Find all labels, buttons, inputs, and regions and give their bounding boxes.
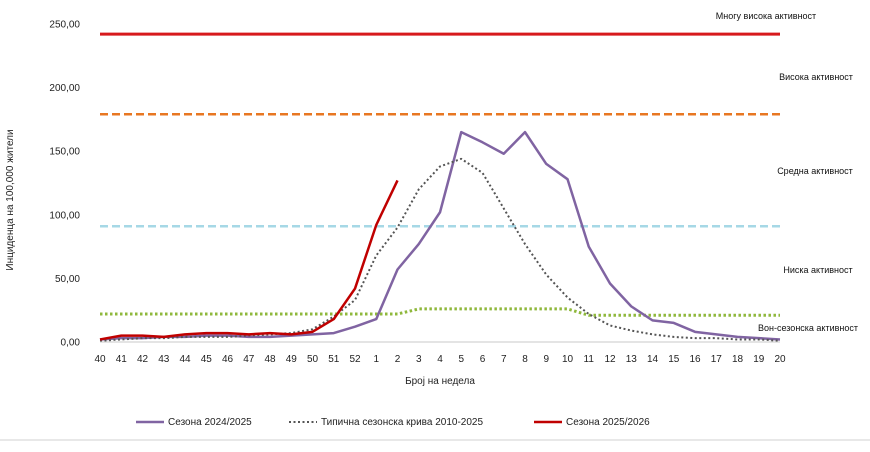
- y-tick-label: 250,00: [49, 20, 80, 31]
- x-tick-label: 47: [243, 354, 255, 365]
- y-tick-label: 200,00: [49, 83, 80, 94]
- x-tick-label: 48: [264, 354, 276, 365]
- zone-label: Висока активност: [779, 72, 853, 82]
- x-tick-label: 9: [543, 354, 549, 365]
- x-tick-label: 1: [373, 354, 379, 365]
- x-tick-label: 6: [480, 354, 486, 365]
- y-axis-title: Инциденца на 100,000 жители: [5, 129, 16, 270]
- series-line: [99, 130, 781, 341]
- series-lines: [99, 130, 781, 342]
- x-tick-label: 52: [349, 354, 361, 365]
- threshold-lines: [100, 32, 780, 317]
- x-tick-label: 42: [137, 354, 149, 365]
- x-tick-label: 5: [458, 354, 464, 365]
- x-tick-label: 8: [522, 354, 528, 365]
- x-tick-label: 15: [668, 354, 680, 365]
- x-tick-label: 4: [437, 354, 443, 365]
- x-tick-label: 51: [328, 354, 340, 365]
- x-tick-label: 12: [604, 354, 616, 365]
- legend-label: Сезона 2024/2025: [168, 417, 252, 428]
- x-tick-label: 40: [94, 354, 106, 365]
- zone-label: Ниска активност: [783, 265, 852, 275]
- x-tick-label: 41: [116, 354, 128, 365]
- y-tick-label: 0,00: [61, 338, 81, 349]
- x-tick-label: 7: [501, 354, 507, 365]
- x-tick-label: 49: [286, 354, 298, 365]
- x-tick-label: 14: [647, 354, 659, 365]
- y-tick-label: 150,00: [49, 147, 80, 158]
- y-tick-label: 100,00: [49, 210, 80, 221]
- x-tick-label: 46: [222, 354, 234, 365]
- zone-label: Вон-сезонска активност: [758, 323, 858, 333]
- y-axis-ticks: 0,00 50,00 100,00 150,00 200,00 250,00: [49, 20, 80, 349]
- x-tick-label: 45: [201, 354, 213, 365]
- x-tick-label: 43: [158, 354, 170, 365]
- zone-label: Многу висока активност: [716, 11, 816, 21]
- x-axis-title: Број на недела: [405, 376, 475, 387]
- x-tick-label: 44: [179, 354, 191, 365]
- x-tick-label: 50: [307, 354, 319, 365]
- zone-label: Средна активност: [777, 166, 853, 176]
- x-tick-label: 2: [395, 354, 401, 365]
- series-line: [99, 179, 399, 341]
- legend: Сезона 2024/2025 Типична сезонска крива 2…: [136, 417, 650, 428]
- x-tick-label: 20: [774, 354, 786, 365]
- x-tick-label: 10: [562, 354, 574, 365]
- threshold-line: [100, 307, 780, 317]
- x-tick-label: 13: [626, 354, 638, 365]
- x-tick-label: 3: [416, 354, 422, 365]
- x-tick-label: 17: [711, 354, 723, 365]
- legend-label: Типична сезонска крива 2010-2025: [321, 417, 483, 428]
- x-tick-label: 18: [732, 354, 744, 365]
- legend-label: Сезона 2025/2026: [566, 417, 650, 428]
- zone-labels: Многу висока активност Висока активност Ср…: [716, 11, 858, 333]
- x-axis-ticks: 40 41 42 43 44 45 46 47 48 49 50 51 52 1 2 3 4 5 6 7 8 9 10 11 1…: [94, 354, 786, 365]
- series-line: [99, 157, 781, 342]
- y-tick-label: 50,00: [55, 274, 80, 285]
- x-tick-label: 11: [584, 354, 595, 365]
- x-tick-label: 16: [689, 354, 701, 365]
- x-tick-label: 19: [753, 354, 765, 365]
